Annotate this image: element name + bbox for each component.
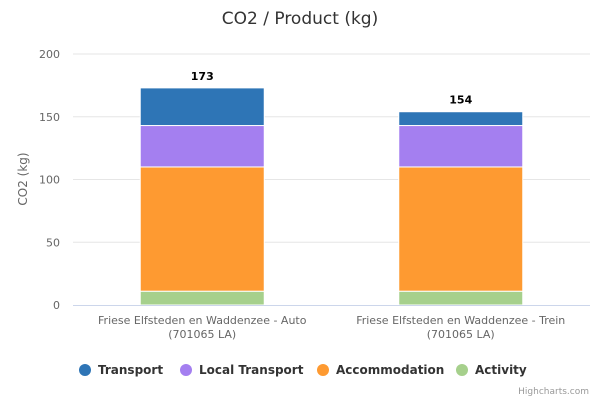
legend-marker-icon (79, 364, 91, 376)
bar-segment-activity[interactable] (398, 290, 524, 306)
stack-total-label: 173 (191, 70, 214, 83)
bar-segment-transport[interactable] (139, 87, 265, 127)
bar-segment-local-transport[interactable] (398, 125, 524, 168)
legend-label: Local Transport (199, 363, 304, 377)
legend: Transport Local Transport Accommodation Act… (79, 363, 527, 377)
y-axis: 0 50 100 150 200 (39, 48, 60, 312)
legend-label: Accommodation (336, 363, 444, 377)
y-tick-label: 0 (53, 299, 60, 312)
bar-segment-local-transport[interactable] (139, 125, 265, 168)
legend-marker-icon (317, 364, 329, 376)
x-axis: Friese Elfsteden en Waddenzee - Auto(701… (73, 305, 590, 341)
x-tick-label: Friese Elfsteden en Waddenzee - Auto (98, 314, 307, 327)
legend-item-accommodation[interactable]: Accommodation (317, 363, 444, 377)
y-tick-label: 150 (39, 111, 60, 124)
stack-total-label: 154 (449, 94, 472, 107)
credits-link[interactable]: Highcharts.com (518, 387, 589, 397)
x-tick-label: (701065 LA) (168, 328, 236, 341)
legend-item-transport[interactable]: Transport (79, 363, 163, 377)
chart-title: CO2 / Product (kg) (222, 9, 378, 29)
legend-label: Activity (475, 363, 527, 377)
y-tick-label: 200 (39, 48, 60, 61)
bar-segment-activity[interactable] (139, 290, 265, 306)
x-tick-label: (701065 LA) (427, 328, 495, 341)
bars (139, 87, 524, 306)
y-tick-label: 100 (39, 174, 60, 187)
bar-segment-accommodation[interactable] (398, 166, 524, 292)
legend-marker-icon (456, 364, 468, 376)
x-tick-label: Friese Elfsteden en Waddenzee - Trein (356, 314, 565, 327)
stack-totals: 173 154 (191, 70, 473, 107)
legend-item-activity[interactable]: Activity (456, 363, 527, 377)
bar-segment-transport[interactable] (398, 111, 524, 127)
legend-item-local-transport[interactable]: Local Transport (180, 363, 304, 377)
legend-marker-icon (180, 364, 192, 376)
y-tick-label: 50 (46, 236, 60, 249)
bar-segment-accommodation[interactable] (139, 166, 265, 292)
legend-label: Transport (98, 363, 163, 377)
y-axis-title: CO2 (kg) (16, 152, 30, 205)
